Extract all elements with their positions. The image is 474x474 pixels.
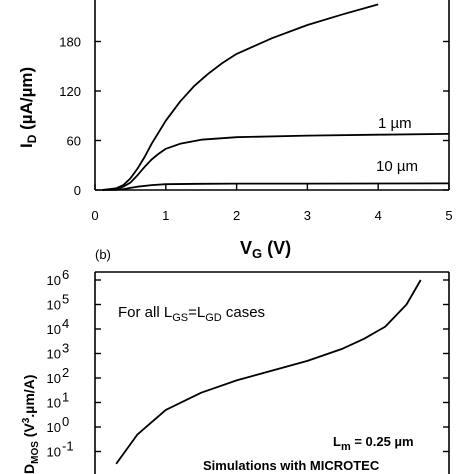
panel-b-y-axis-label: DMOS (V3.µm/A) <box>21 375 41 474</box>
panel-b-curves <box>115 279 422 465</box>
panel-a-y-tick-label: 0 <box>74 183 81 198</box>
panel-a-x-tick-label: 5 <box>445 208 452 223</box>
panel-a-y-tick-label: 120 <box>59 84 81 99</box>
panel-b-y-tick-label: 10 <box>47 298 61 313</box>
panel-b-label: (b) <box>95 247 111 262</box>
panel-a-x-tick-label: 4 <box>375 208 382 223</box>
panel-b-y-tick-label: 10 <box>47 396 61 411</box>
tick-base: 10 <box>47 322 61 337</box>
panel-b-y-tick-exponent: 1 <box>62 390 69 405</box>
note-simulations: Simulations with MICROTEC <box>203 458 380 473</box>
panel-b-y-tick-label: 10 <box>47 445 61 460</box>
panel-a-y-ticks: 0 60 120 180 <box>59 35 449 198</box>
panel-b-y-tick-exponent: 4 <box>62 316 69 331</box>
note-for-all-cases: For all LGS=LGD cases <box>118 304 265 324</box>
panel-a-x-tick-label: 2 <box>233 208 240 223</box>
panel-a-y-axis-label: ID (µA/µm) <box>17 67 39 148</box>
panel-b-y-tick-exponent: 0 <box>62 414 69 429</box>
panel-a: 0 1 2 3 4 5 0 60 120 180 1 µm 10 µm VG (V) ID (µ… <box>17 0 453 261</box>
note-lm: Lm = 0.25 µm <box>333 434 414 453</box>
panel-b-y-tick-label: 10 <box>47 322 61 337</box>
panel-a-series-line-2 <box>102 182 450 191</box>
panel-a-x-tick-label: 3 <box>304 208 311 223</box>
panel-a-curves <box>101 3 450 191</box>
panel-b-y-tick-exponent: -1 <box>62 439 74 454</box>
panel-a-x-tick-label: 0 <box>91 208 98 223</box>
panel-a-y-tick-label: 180 <box>59 35 81 50</box>
panel-b-y-tick-exponent: 5 <box>62 292 69 307</box>
annotation-10um: 10 µm <box>376 158 418 175</box>
annotation-1um: 1 µm <box>378 115 412 132</box>
panel-a-series-line-0 <box>101 3 379 191</box>
panel-a-x-axis-label: VG (V) <box>240 238 291 261</box>
tick-base: 10 <box>47 371 61 386</box>
panel-b-y-tick-exponent: 2 <box>62 365 69 380</box>
panel-a-x-tick-label: 1 <box>162 208 169 223</box>
tick-base: 10 <box>47 420 61 435</box>
panel-b-y-tick-label: 10 <box>47 371 61 386</box>
tick-base: 10 <box>47 396 61 411</box>
tick-base: 10 <box>47 298 61 313</box>
panel-b-y-tick-exponent: 3 <box>62 341 69 356</box>
panel-b-y-tick-label: 10 <box>47 347 61 362</box>
panel-b-curve <box>115 279 422 465</box>
tick-base: 10 <box>47 273 61 288</box>
panel-b-y-tick-label: 10 <box>47 273 61 288</box>
tick-base: 10 <box>47 445 61 460</box>
panel-a-y-tick-label: 60 <box>67 134 81 149</box>
panel-a-series-line-1 <box>102 133 450 191</box>
tick-base: 10 <box>47 347 61 362</box>
panel-b-y-tick-exponent: 6 <box>62 267 69 282</box>
panel-b-y-tick-label: 10 <box>47 420 61 435</box>
